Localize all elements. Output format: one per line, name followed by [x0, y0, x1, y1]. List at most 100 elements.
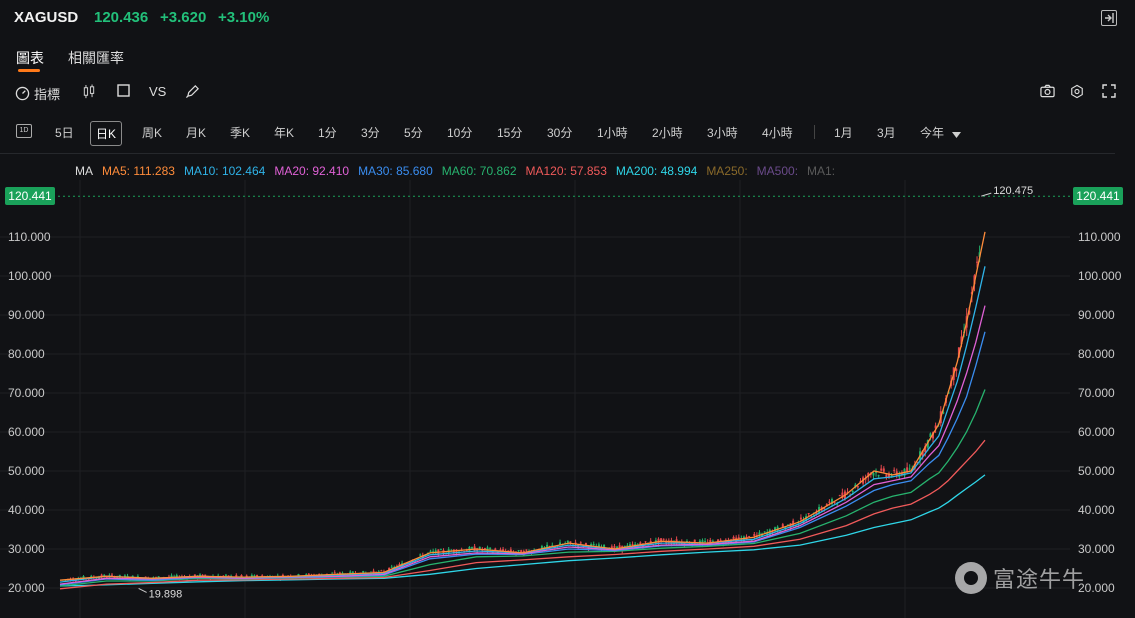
rectangle-icon[interactable] — [117, 84, 130, 97]
candle-body — [908, 468, 911, 470]
candle-body — [123, 575, 126, 578]
period-yearly-k[interactable]: 年K — [274, 126, 295, 140]
pen-icon[interactable] — [185, 84, 200, 99]
candle-body — [932, 432, 935, 439]
y-tick-label-right: 20.000 — [1078, 581, 1115, 595]
ma30-value: MA30: 85.680 — [358, 164, 433, 178]
tab-related-rates[interactable]: 相關匯率 — [68, 50, 124, 66]
candle-body — [559, 542, 562, 545]
y-tick-label-left: 40.000 — [8, 503, 45, 517]
candle-body — [419, 554, 422, 556]
candle-body — [509, 549, 512, 553]
candle-body — [685, 540, 688, 542]
candle-body — [333, 572, 336, 574]
candle-body — [579, 542, 582, 544]
candle-body — [872, 472, 875, 476]
tab-chart[interactable]: 圖表 — [16, 50, 44, 66]
period-1month[interactable]: 1月 — [834, 126, 853, 140]
period-15min[interactable]: 15分 — [497, 126, 523, 140]
period-5d[interactable]: 5日 — [55, 126, 74, 140]
period-daily-k[interactable]: 日K — [90, 121, 123, 146]
candle-body — [841, 492, 844, 499]
ma120-value: MA120: 57.853 — [525, 164, 607, 178]
candle-body — [856, 486, 859, 488]
candle-body — [851, 490, 854, 492]
price-change-percent: +3.10% — [218, 9, 270, 26]
period-5min[interactable]: 5分 — [404, 126, 423, 140]
ma10-value: MA10: 102.464 — [183, 164, 266, 178]
candle-body — [763, 531, 766, 533]
period-3hour[interactable]: 3小時 — [707, 126, 738, 140]
candle-body — [499, 549, 502, 551]
low-label: 19.898 — [149, 588, 183, 600]
candle-body — [175, 575, 178, 578]
candle-body — [569, 541, 572, 543]
candle-body — [781, 524, 784, 528]
price-chart[interactable]: 110.000 110.000 100.000 100.000 90.000 90.000… — [0, 180, 1135, 618]
y-tick-label-left: 90.000 — [8, 308, 45, 322]
candle-body — [507, 550, 510, 552]
period-ytd[interactable]: 今年 — [920, 126, 945, 140]
ma-line-ma5 — [59, 231, 986, 581]
period-2hour[interactable]: 2小時 — [652, 126, 683, 140]
candle-body — [297, 574, 300, 576]
candle-body — [592, 543, 595, 545]
ma20-value: MA20: 92.410 — [274, 164, 350, 178]
candle-body — [362, 570, 365, 575]
candle-body — [110, 574, 113, 576]
period-1min[interactable]: 1分 — [318, 126, 337, 140]
candle-body — [590, 544, 593, 547]
period-quarterly-k[interactable]: 季K — [230, 126, 251, 140]
dropdown-caret-icon[interactable] — [952, 126, 961, 144]
y-tick-label-right: 110.000 — [1078, 230, 1121, 244]
candle-body — [432, 551, 435, 553]
y-tick-label-right: 90.000 — [1078, 308, 1115, 322]
candle-body — [261, 575, 264, 577]
candle-body — [628, 544, 631, 548]
period-1hour[interactable]: 1小時 — [597, 126, 628, 140]
y-tick-label-left: 100.000 — [8, 269, 52, 283]
high-label: 120.475 — [993, 185, 1033, 197]
y-tick-label-right: 50.000 — [1078, 464, 1115, 478]
period-10min[interactable]: 10分 — [447, 126, 473, 140]
candle-body — [807, 513, 810, 515]
y-tick-label-right: 30.000 — [1078, 542, 1115, 556]
candle-body — [887, 473, 890, 478]
settings-icon[interactable] — [1070, 84, 1084, 99]
period-3month[interactable]: 3月 — [877, 126, 896, 140]
fullscreen-icon[interactable] — [1102, 84, 1116, 98]
candle-body — [489, 547, 492, 550]
candle-body — [116, 577, 119, 579]
candle-body — [131, 575, 134, 577]
period-monthly-k[interactable]: 月K — [186, 126, 207, 140]
candle-body — [704, 541, 707, 543]
candle-body — [890, 475, 893, 477]
candle-body — [478, 546, 481, 550]
candle-body — [318, 573, 321, 575]
symbol-title: XAGUSD — [14, 9, 79, 26]
vs-compare-button[interactable]: VS — [149, 84, 167, 99]
candle-body — [823, 507, 826, 510]
day-type-icon[interactable]: 1D — [16, 124, 32, 138]
candlestick-icon[interactable] — [82, 84, 96, 99]
candle-body — [758, 532, 761, 536]
period-4hour[interactable]: 4小時 — [762, 126, 793, 140]
ma500-value: MA500: — [756, 164, 799, 178]
candle-body — [929, 433, 932, 437]
period-weekly-k[interactable]: 周K — [142, 126, 163, 140]
candle-body — [784, 527, 787, 529]
camera-icon[interactable] — [1040, 84, 1055, 98]
candle-body — [235, 575, 238, 577]
candle-body — [882, 468, 885, 472]
candle-body — [693, 539, 696, 544]
candle-body — [766, 532, 769, 536]
indicators-button[interactable]: 指標 — [15, 84, 60, 103]
exit-fullscreen-icon[interactable] — [1101, 10, 1117, 26]
candle-body — [424, 554, 427, 557]
period-30min[interactable]: 30分 — [547, 126, 573, 140]
divider — [0, 153, 1115, 154]
candle-body — [934, 425, 937, 429]
ma5-value: MA5: 111.283 — [102, 164, 175, 178]
period-3min[interactable]: 3分 — [361, 126, 380, 140]
candle-body — [711, 540, 714, 542]
